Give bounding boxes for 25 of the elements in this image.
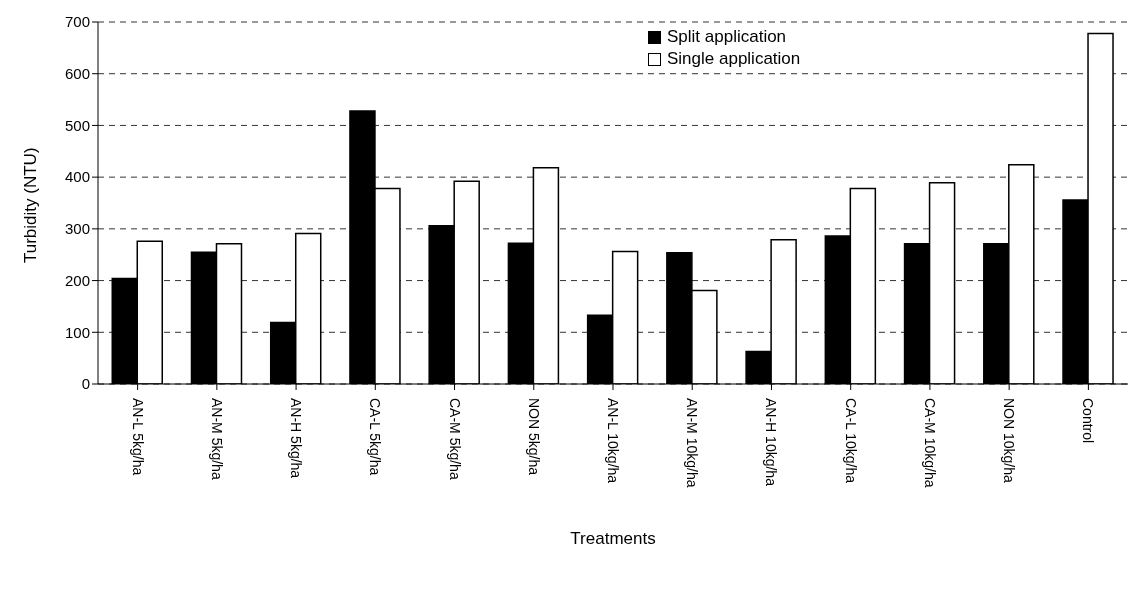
y-tick-label: 500: [64, 116, 90, 134]
x-tick-label: CA-L 10kg/ha: [842, 398, 859, 484]
legend-label: Split application: [667, 26, 787, 48]
y-tick-label: 600: [64, 65, 90, 83]
legend-label: Single application: [667, 48, 801, 70]
x-tick-label: AN-H 10kg/ha: [763, 398, 780, 487]
x-tick-label: AN-M 5kg/ha: [208, 398, 225, 480]
y-axis-title: Turbidity (NTU): [21, 147, 41, 263]
x-tick-label: AN-L 10kg/ha: [605, 398, 621, 484]
y-tick-label: 0: [81, 375, 90, 393]
x-tick-label: CA-M 5kg/ha: [446, 398, 463, 480]
x-tick-label: CA-L 5kg/ha: [367, 398, 384, 476]
x-tick-label: AN-H 5kg/ha: [288, 398, 305, 479]
y-tick-label: 200: [64, 271, 90, 289]
y-tick-label: 100: [64, 323, 90, 341]
x-tick-label: NON 5kg/ha: [525, 398, 542, 476]
x-tick-label: CA-M 10kg/ha: [921, 398, 938, 488]
x-axis-title: Treatments: [570, 529, 656, 548]
x-tick-label: AN-M 10kg/ha: [684, 398, 701, 488]
x-tick-label: AN-L 5kg/ha: [129, 398, 146, 476]
y-tick-label: 400: [64, 168, 90, 186]
x-tick-label: NON 10kg/ha: [1001, 398, 1018, 484]
y-tick-label: 300: [64, 220, 90, 238]
y-tick-label: 700: [64, 13, 90, 31]
x-tick-label: Control: [1080, 398, 1097, 444]
